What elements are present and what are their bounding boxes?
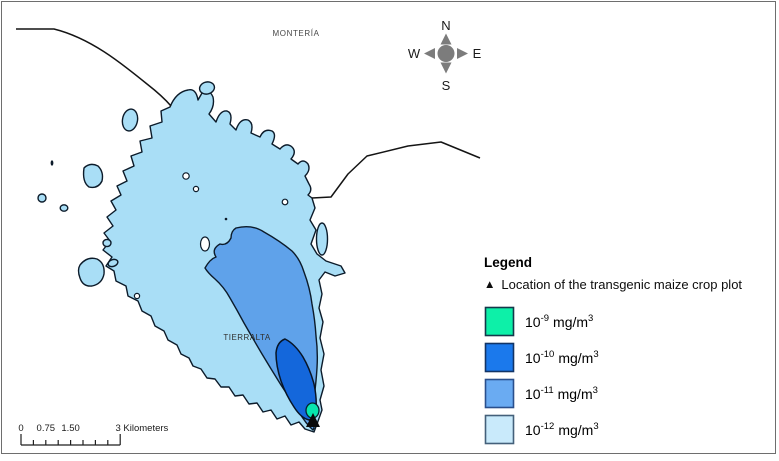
- contour-hole: [281, 198, 289, 206]
- legend-item-label: 10-12 mg/m3: [525, 421, 599, 438]
- scale-label-3km: 3 Kilometers: [116, 423, 169, 434]
- compass-label-north: N: [441, 18, 450, 33]
- compass-label-south: S: [442, 78, 451, 93]
- legend-item-1e-11: 10-11 mg/m3: [484, 378, 779, 409]
- boundary-line-west: [16, 28, 172, 107]
- legend-item-label: 10-10 mg/m3: [525, 349, 599, 366]
- contour-hole: [133, 292, 141, 300]
- map-speck: [50, 160, 54, 166]
- legend-item-1e-12: 10-12 mg/m3: [484, 414, 779, 445]
- compass-needle-west: [424, 48, 435, 59]
- compass-needle-north: [440, 33, 452, 45]
- contour-hole: [199, 236, 211, 252]
- scale-label-075: 0.75: [37, 423, 56, 434]
- value-base: 10: [525, 314, 541, 330]
- value-unit: mg/m: [557, 386, 593, 402]
- value-exponent: -12: [540, 421, 555, 432]
- scale-label-150: 1.50: [61, 423, 80, 434]
- legend-swatch-1e-11: [484, 378, 515, 409]
- value-exponent: -10: [540, 349, 555, 360]
- compass-hub: [437, 45, 455, 62]
- contour-holes: [133, 172, 211, 300]
- contour-level-10-region: [275, 338, 317, 421]
- legend-swatch-1e-10: [484, 342, 515, 373]
- compass-rose-icon: N W E S: [408, 18, 482, 93]
- legend-title: Legend: [484, 255, 533, 270]
- legend-swatch-1e-12: [484, 414, 515, 445]
- unit-exponent: 3: [592, 385, 598, 396]
- value-base: 10: [525, 386, 541, 402]
- scale-bar-minor-ticks: [32, 440, 109, 445]
- legend-item-label: 10-11 mg/m3: [525, 385, 598, 402]
- legend-rows: 10-9 mg/m3 10-10 mg/m3 10-11 mg/m3 10-12 mg/…: [484, 306, 779, 445]
- contour-island: [315, 222, 329, 256]
- contour-hole: [192, 185, 200, 193]
- unit-exponent: 3: [593, 421, 599, 432]
- value-unit: mg/m: [553, 314, 589, 330]
- city-label-tierralta: TIERRALTA: [223, 333, 270, 342]
- value-base: 10: [525, 350, 541, 366]
- contour-island: [102, 238, 112, 248]
- contour-island: [107, 258, 119, 268]
- map-dot: [224, 217, 228, 221]
- compass-needle-south: [440, 62, 452, 74]
- crop-plot-marker: [306, 413, 320, 427]
- boundary-line-east: [311, 141, 481, 199]
- scale-bar-labels: 0 0.75 1.50 3 Kilometers: [18, 423, 168, 434]
- contour-island: [121, 108, 139, 132]
- legend-marker-label: Location of the transgenic maize crop pl…: [501, 277, 743, 292]
- scale-bar-end-ticks: [20, 434, 121, 445]
- unit-exponent: 3: [593, 349, 599, 360]
- value-base: 10: [525, 422, 541, 438]
- contour-hole: [182, 172, 190, 180]
- contour-island: [82, 163, 104, 189]
- contour-island: [59, 204, 69, 212]
- legend-item-1e-10: 10-10 mg/m3: [484, 342, 779, 373]
- legend-item-label: 10-9 mg/m3: [525, 313, 593, 330]
- triangle-marker-icon: ▲: [484, 278, 496, 291]
- legend-swatch-1e-9: [484, 306, 515, 337]
- legend-item-1e-9: 10-9 mg/m3: [484, 306, 779, 337]
- legend: Legend ▲ Location of the transgenic maiz…: [484, 255, 779, 451]
- compass-needle-east: [457, 48, 468, 59]
- value-exponent: -9: [540, 313, 550, 324]
- value-exponent: -11: [540, 385, 554, 396]
- unit-exponent: 3: [588, 313, 594, 324]
- contour-island: [37, 193, 47, 203]
- contour-island: [77, 257, 105, 287]
- compass-label-west: W: [408, 46, 421, 61]
- scale-bar: [20, 434, 121, 446]
- scale-label-0: 0: [18, 423, 23, 434]
- contour-island: [198, 81, 216, 95]
- city-label-monteria: MONTERÍA: [272, 29, 319, 38]
- value-unit: mg/m: [558, 350, 594, 366]
- value-unit: mg/m: [558, 422, 594, 438]
- legend-marker-entry: ▲ Location of the transgenic maize crop …: [484, 277, 779, 292]
- compass-label-east: E: [473, 46, 482, 61]
